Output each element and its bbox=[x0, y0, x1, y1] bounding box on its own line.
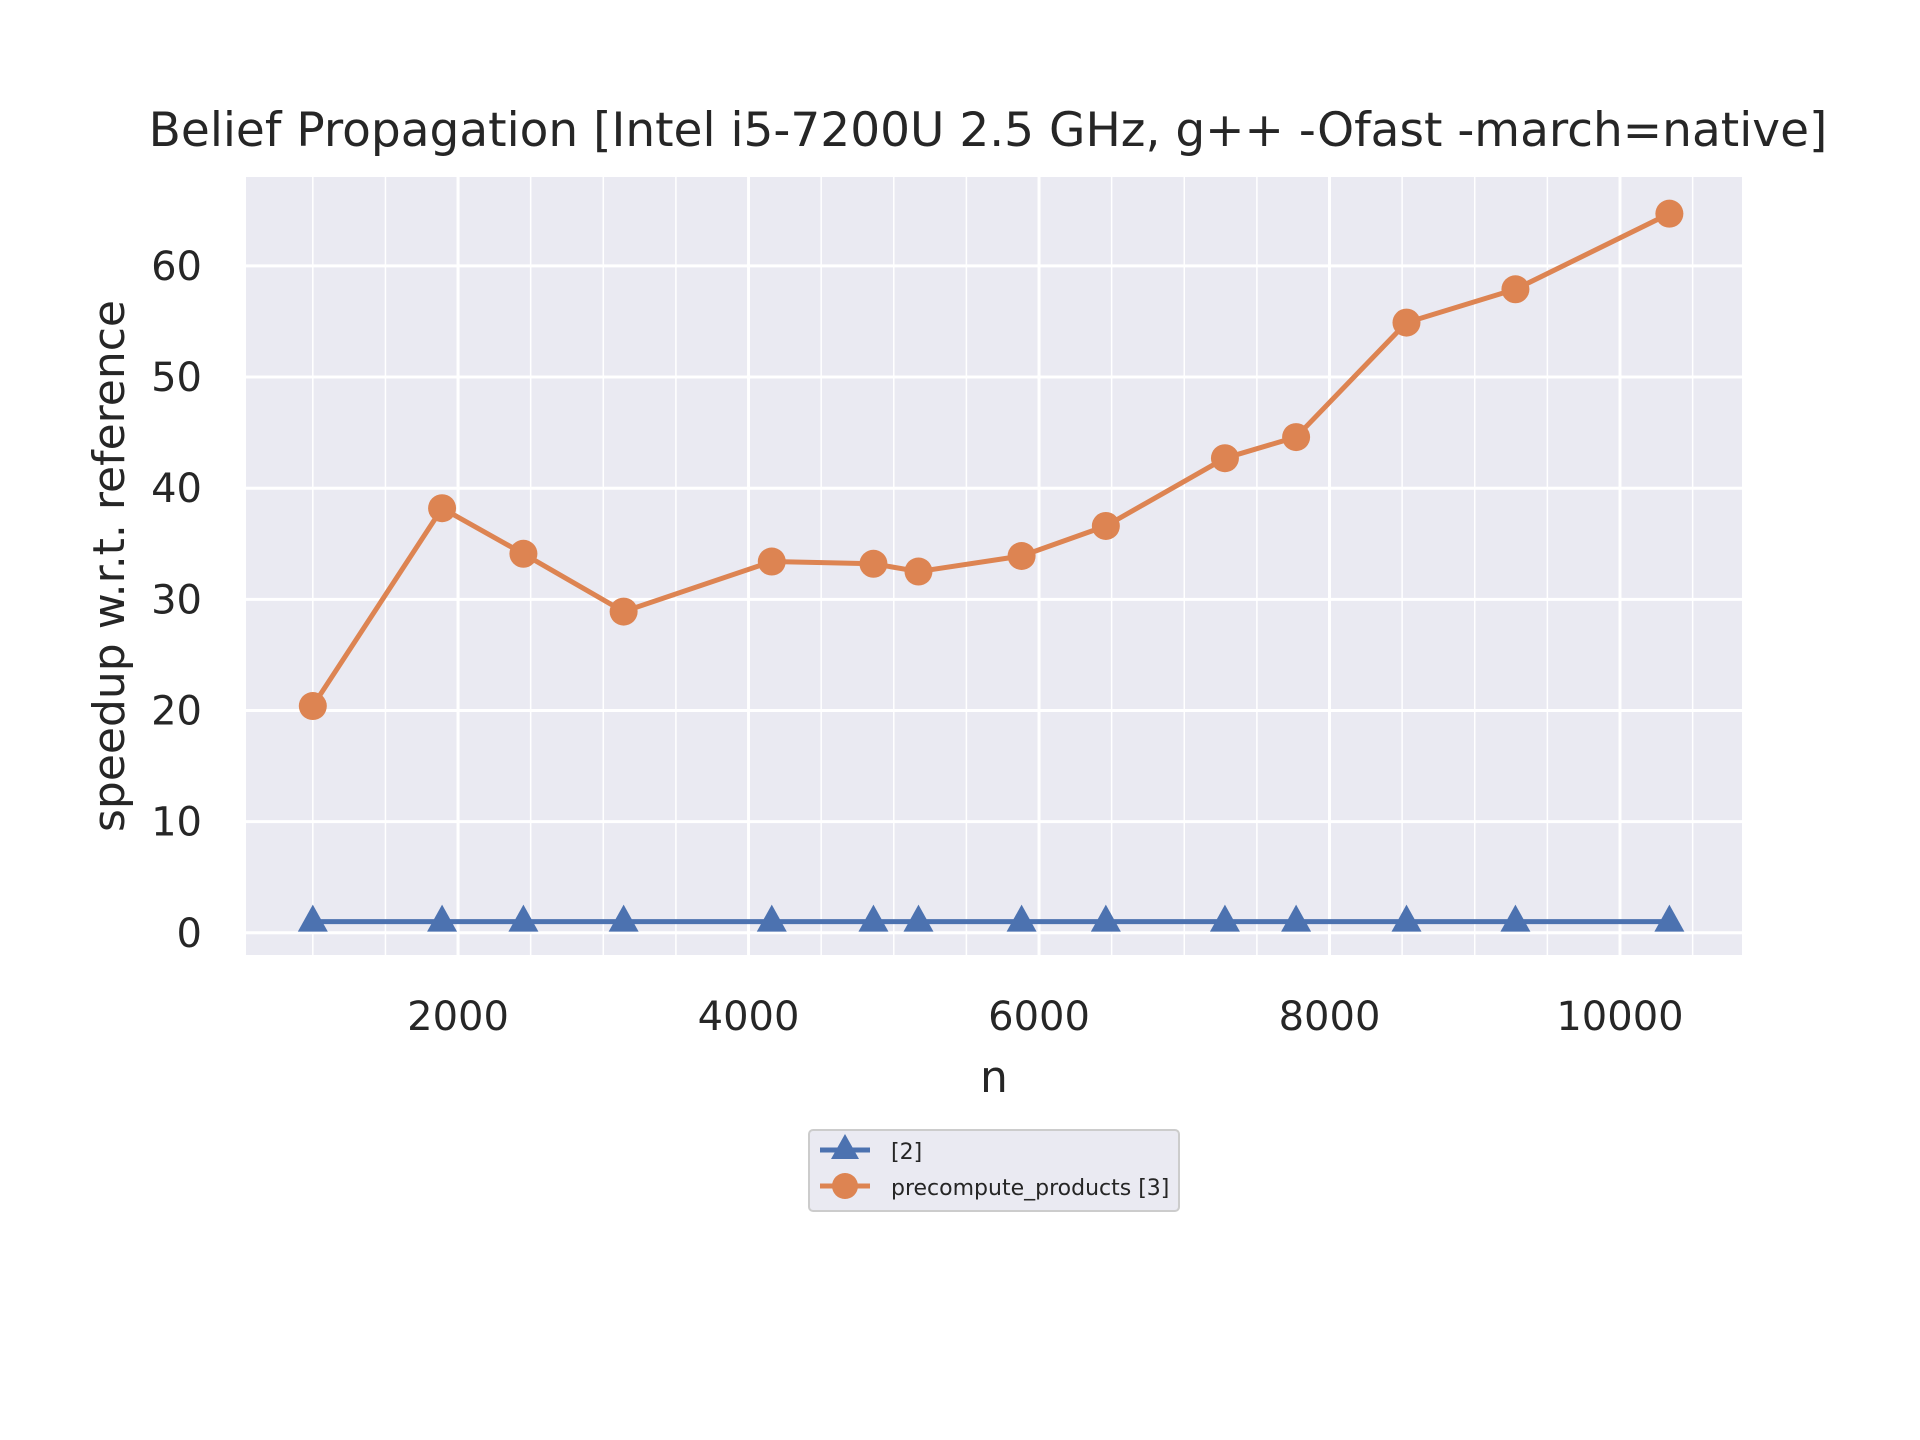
data-point-triangle bbox=[608, 904, 639, 932]
data-point-triangle bbox=[756, 904, 787, 932]
y-tick-label: 20 bbox=[151, 688, 202, 734]
plot-area bbox=[246, 177, 1742, 955]
data-point-circle bbox=[1007, 541, 1036, 570]
data-point-triangle bbox=[1654, 904, 1685, 932]
data-point-triangle bbox=[903, 904, 934, 932]
data-point-circle bbox=[1091, 511, 1120, 540]
data-point-circle bbox=[428, 494, 457, 523]
data-point-triangle bbox=[427, 904, 458, 932]
y-tick-label: 0 bbox=[177, 911, 202, 957]
grid-major bbox=[246, 177, 1742, 955]
legend-marker-triangle-icon bbox=[831, 1134, 859, 1159]
y-tick-label: 60 bbox=[151, 244, 202, 290]
data-point-circle bbox=[1210, 444, 1239, 473]
data-point-triangle bbox=[1209, 904, 1240, 932]
y-tick-label: 50 bbox=[151, 355, 202, 401]
x-tick-label: 8000 bbox=[1279, 994, 1381, 1040]
data-point-circle bbox=[757, 547, 786, 576]
data-point-circle bbox=[859, 549, 888, 578]
data-point-triangle bbox=[858, 904, 889, 932]
data-point-triangle bbox=[1391, 904, 1422, 932]
grid-minor bbox=[312, 177, 1694, 955]
legend-marker-circle-icon bbox=[832, 1173, 858, 1199]
data-point-circle bbox=[1501, 275, 1530, 304]
x-axis-label: n bbox=[980, 1052, 1008, 1103]
data-point-triangle bbox=[508, 904, 539, 932]
legend-label-series-1: [2] bbox=[891, 1140, 922, 1165]
x-tick-labels: 2000 4000 6000 8000 10000 bbox=[407, 994, 1683, 1040]
data-point-circle bbox=[1392, 308, 1421, 337]
data-point-triangle bbox=[1090, 904, 1121, 932]
y-tick-label: 40 bbox=[151, 466, 202, 512]
data-point-circle bbox=[904, 557, 933, 586]
x-tick-label: 10000 bbox=[1556, 994, 1683, 1040]
data-point-triangle bbox=[1500, 904, 1531, 932]
y-axis-label: speedup w.r.t. reference bbox=[84, 300, 135, 832]
data-point-circle bbox=[1282, 423, 1311, 452]
data-point-triangle bbox=[1006, 904, 1037, 932]
y-tick-labels: 0 10 20 30 40 50 60 bbox=[151, 244, 202, 957]
y-tick-label: 10 bbox=[151, 800, 202, 846]
data-point-circle bbox=[1655, 199, 1684, 228]
legend: [2] precompute_products [3] bbox=[808, 1129, 1180, 1212]
legend-frame bbox=[808, 1129, 1180, 1212]
data-point-circle bbox=[509, 539, 538, 568]
data-point-triangle bbox=[1281, 904, 1312, 932]
data-point-circle bbox=[298, 692, 327, 721]
x-tick-label: 6000 bbox=[988, 994, 1090, 1040]
x-tick-label: 2000 bbox=[407, 994, 509, 1040]
data-point-circle bbox=[609, 597, 638, 626]
series-line-2 bbox=[310, 211, 1671, 708]
chart-title: Belief Propagation [Intel i5-7200U 2.5 G… bbox=[149, 103, 1828, 158]
x-tick-label: 4000 bbox=[698, 994, 800, 1040]
y-tick-label: 30 bbox=[151, 577, 202, 623]
legend-label-series-2: precompute_products [3] bbox=[891, 1176, 1169, 1201]
series-layer bbox=[297, 199, 1685, 932]
data-point-triangle bbox=[297, 904, 328, 932]
